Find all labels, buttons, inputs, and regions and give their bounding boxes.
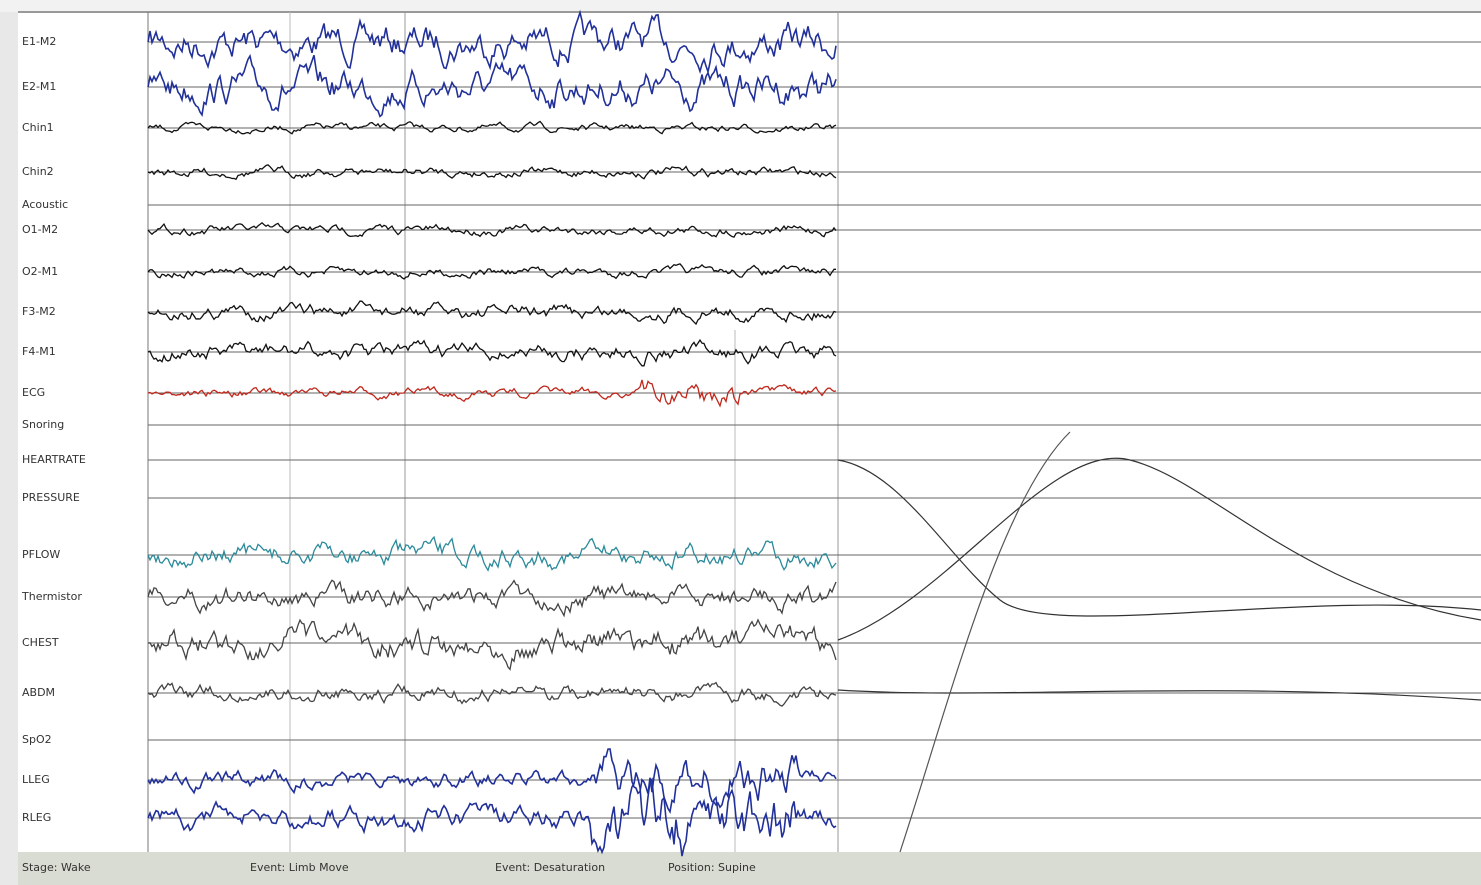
channel-label: HEARTRATE <box>22 453 86 466</box>
signal-trace <box>147 120 837 135</box>
channel-label: O1-M2 <box>22 223 58 236</box>
channel-label: F3-M2 <box>22 305 56 318</box>
channel-label: PRESSURE <box>22 491 80 504</box>
signal-trace <box>147 379 837 408</box>
channel-label: PFLOW <box>22 548 60 561</box>
status-text: Event: Limb Move <box>250 861 349 874</box>
signal-trace <box>147 579 837 618</box>
channel-label: E1-M2 <box>22 35 56 48</box>
signal-trace <box>147 681 837 707</box>
signal-trace <box>147 338 837 367</box>
channel-labels: E1-M2 E2-M1 Chin1 Chin2 Acoustic O1-M2 O2-M1 F3… <box>21 35 86 824</box>
top-margin <box>0 0 1481 12</box>
signal-trace <box>147 748 837 815</box>
channel-label: SpO2 <box>22 733 52 746</box>
left-margin <box>0 0 18 885</box>
slow-trace <box>837 459 1481 617</box>
traces <box>147 9 1481 857</box>
status-texts: Stage: Wake Event: Limb Move Event: Desatu… <box>22 861 756 874</box>
status-text: Position: Supine <box>668 861 756 874</box>
channel-label: ECG <box>22 386 45 399</box>
channel-label: Snoring <box>22 418 64 431</box>
signal-trace <box>147 300 837 326</box>
slow-trace <box>837 457 1481 641</box>
channel-label: Thermistor <box>21 590 82 603</box>
channel-label: CHEST <box>22 636 59 649</box>
channel-label: Chin2 <box>22 165 54 178</box>
channel-label: F4-M1 <box>22 345 56 358</box>
channel-label: LLEG <box>22 773 50 786</box>
signal-trace <box>147 53 837 118</box>
channel-label: Acoustic <box>22 198 68 211</box>
signal-trace <box>147 535 837 572</box>
signal-trace <box>147 164 837 181</box>
slow-trace <box>837 689 1481 701</box>
channel-label: E2-M1 <box>22 80 56 93</box>
channel-label: RLEG <box>22 811 51 824</box>
channel-label: Chin1 <box>22 121 54 134</box>
status-bar <box>18 852 1481 885</box>
slow-trace <box>899 431 1071 853</box>
channel-label: O2-M1 <box>22 265 58 278</box>
signal-trace <box>147 263 836 280</box>
signal-trace <box>147 221 837 238</box>
status-text: Event: Desaturation <box>495 861 605 874</box>
signal-trace <box>147 9 837 75</box>
channel-label: ABDM <box>22 686 55 699</box>
status-text: Stage: Wake <box>22 861 91 874</box>
signal-trace <box>147 618 837 671</box>
signal-trace <box>147 772 837 857</box>
